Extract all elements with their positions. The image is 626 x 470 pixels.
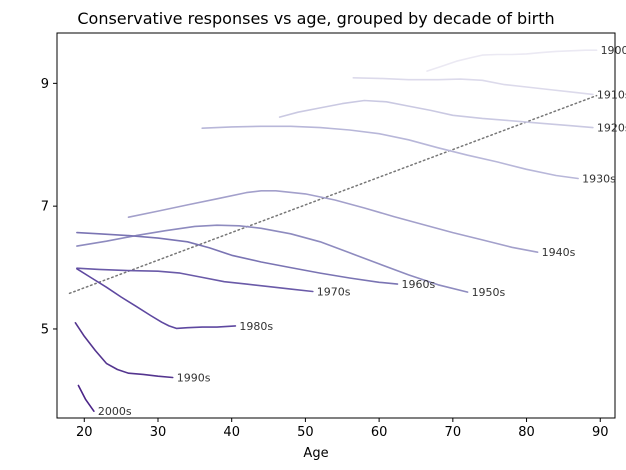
series-label-1930s: 1930s [582,173,616,186]
trend-layer [68,94,598,295]
series-line-1970s [76,267,314,293]
y-tick-label: 5 [41,322,49,337]
series-line-1960s [76,231,399,285]
trend-line [68,94,598,295]
series-label-1990s: 1990s [177,371,211,384]
series-line-1900s [426,49,598,72]
series-layer [74,49,598,413]
series-label-1900s: 1900s [601,44,626,57]
series-line-1990s [74,321,174,379]
x-tick-label: 70 [445,425,462,440]
x-tick-label: 60 [371,425,388,440]
series-line-2000s [77,384,95,413]
series-label-1960s: 1960s [402,278,436,291]
chart-title: Conservative responses vs age, grouped b… [77,9,554,28]
series-label-1970s: 1970s [317,286,351,299]
series-line-1980s [76,267,237,330]
x-axis-label: Age [303,446,328,461]
x-tick-label: 50 [297,425,314,440]
axis-ticks: 20 30 40 50 60 70 80 90 5 7 9 [41,77,609,440]
series-label-1910s: 1910s [597,88,626,101]
x-tick-label: 80 [518,425,535,440]
series-line-1910s [352,77,594,96]
series-label-1950s: 1950s [472,286,506,299]
series-label-1940s: 1940s [542,246,576,259]
series-label-1920s: 1920s [597,122,626,135]
x-tick-label: 30 [150,425,167,440]
series-label-layer: 1900s 1910s 1920s 1930s 1940s 1950s 1960s 1970s… [98,44,626,418]
series-line-1950s [76,224,469,293]
series-label-1980s: 1980s [239,320,273,333]
series-label-2000s: 2000s [98,405,132,418]
series-line-1920s [278,99,594,129]
x-tick-label: 20 [76,425,93,440]
x-tick-label: 40 [223,425,240,440]
series-line-1940s [127,190,539,253]
y-tick-label: 9 [41,77,49,92]
y-tick-label: 7 [41,200,49,215]
x-tick-label: 90 [592,425,609,440]
series-line-1930s [201,125,579,180]
plot-frame [56,32,616,419]
